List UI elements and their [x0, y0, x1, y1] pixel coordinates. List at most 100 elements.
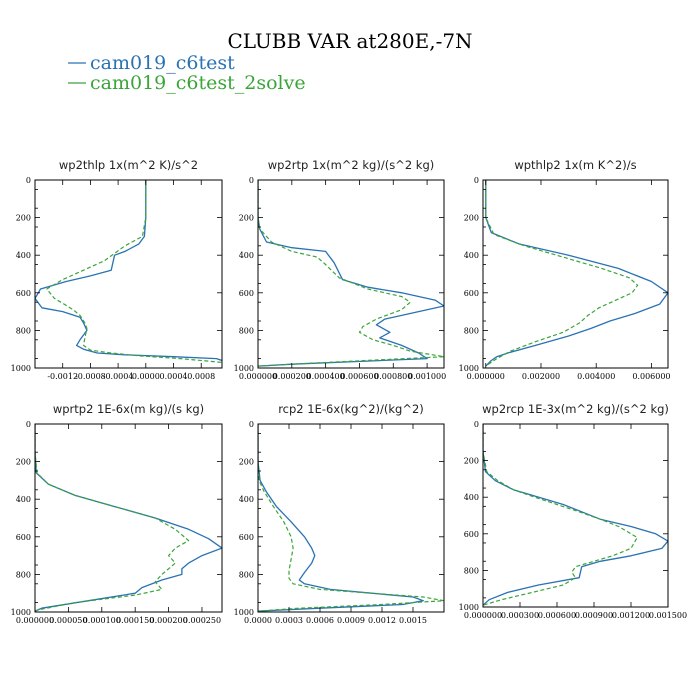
x-tick-label: -0.0004 [103, 372, 134, 381]
x-tick-label: 0.001200 [612, 611, 650, 620]
x-tick-label: 0.000600 [538, 611, 576, 620]
y-tick-label: 200 [16, 458, 31, 467]
series-group [35, 424, 222, 612]
y-tick-label: 200 [464, 214, 479, 223]
x-tick-label: 0.0012 [368, 616, 396, 625]
y-tick-label: 0 [26, 420, 31, 429]
x-tick-label: 0.0004 [160, 372, 188, 381]
series-line-cam019-c6test-2solve [258, 424, 444, 612]
x-tick-label: 0.004000 [577, 372, 615, 381]
series-line-cam019-c6test-2solve [485, 180, 639, 367]
series-line-cam019-c6test-2solve [258, 180, 444, 367]
chart-panel-5: rcp2 1E-6x(kg^2)/(kg^2) 0 200 400 600 800 1000… [234, 402, 445, 625]
x-tick-label: 0.000400 [307, 372, 345, 381]
figure-title: CLUBB VAR at280E,-7N [227, 29, 472, 53]
y-tick-label: 800 [464, 566, 479, 575]
x-tick-label: 0.006000 [632, 372, 670, 381]
y-tick-label: 800 [239, 570, 254, 579]
x-tick-label: 0.000200 [149, 616, 187, 625]
x-tick-label: 0.000300 [501, 611, 539, 620]
plot-frame [34, 179, 223, 369]
panel-title: wpthlp2 1x(m K^2)/s [514, 158, 636, 172]
panel-title: wp2rcp 1E-3x(m^2 kg)/(s^2 kg) [482, 402, 669, 416]
chart-panel-2: wp2rtp 1x(m^2 kg)/(s^2 kg) 0 200 400 600 800 1… [234, 158, 447, 381]
panel-title: wp2thlp 1x(m^2 K)/s^2 [59, 158, 198, 172]
y-tick-label: 400 [239, 251, 254, 260]
y-tick-label: 800 [16, 326, 31, 335]
x-tick-label: 0.0000 [132, 372, 160, 381]
x-tick-label: 0.001000 [408, 372, 446, 381]
x-tick-label: 0.0009 [337, 616, 365, 625]
panel-title: wp2rtp 1x(m^2 kg)/(s^2 kg) [268, 158, 435, 172]
y-tick-label: 400 [464, 493, 479, 502]
series-line-cam019-c6test [485, 180, 668, 367]
chart-panel-3: wpthlp2 1x(m K^2)/s020040060080010000.00… [459, 158, 671, 381]
y-tick-label: 400 [239, 495, 254, 504]
y-tick-label: 800 [464, 326, 479, 335]
series-line-cam019-c6test-2solve [483, 424, 638, 606]
x-tick-label: 0.0000 [244, 616, 272, 625]
chart-panel-6: wp2rcp 1E-3x(m^2 kg)/(s^2 kg)0 200 400 600 8… [459, 402, 687, 620]
series-group [483, 424, 668, 606]
x-tick-label: 0.0003 [275, 616, 303, 625]
y-tick-label: 200 [464, 457, 479, 466]
y-tick-label: 200 [239, 458, 254, 467]
y-tick-label: 400 [464, 251, 479, 260]
y-tick-label: 600 [16, 533, 31, 542]
x-tick-label: 0.000000 [239, 372, 277, 381]
series-group [258, 424, 444, 612]
y-tick-label: 600 [464, 289, 479, 298]
x-tick-label: 0.000800 [374, 372, 412, 381]
y-tick-label: 0 [474, 420, 479, 429]
series-line-cam019-c6test-2solve [46, 180, 222, 363]
y-tick-label: 400 [16, 495, 31, 504]
x-tick-label: 0.000000 [467, 372, 505, 381]
x-tick-label: 0.0008 [187, 372, 215, 381]
y-tick-label: 1000 [11, 608, 31, 617]
y-tick-label: 1000 [459, 364, 479, 373]
y-tick-label: 600 [239, 289, 254, 298]
y-tick-label: 0 [249, 420, 254, 429]
series-group [35, 180, 222, 363]
y-tick-label: 600 [16, 289, 31, 298]
plot-frame [482, 423, 669, 608]
x-tick-label: 0.0015 [399, 616, 427, 625]
x-tick-label: -0.0008 [75, 372, 106, 381]
x-tick-label: 0.000000 [464, 611, 502, 620]
y-tick-label: 200 [16, 214, 31, 223]
plot-frame [482, 179, 669, 369]
x-tick-label: 0.000200 [273, 372, 311, 381]
series-line-cam019-c6test [35, 424, 222, 612]
y-tick-label: 0 [26, 176, 31, 185]
series-group [258, 180, 444, 367]
panel-grid: wp2thlp 1x(m^2 K)/s^2 0 200 400 600 800 1000 -0… [11, 158, 687, 625]
plot-frame [34, 423, 223, 613]
y-tick-label: 0 [249, 176, 254, 185]
x-tick-label: 0.000600 [340, 372, 378, 381]
x-tick-label: 0.000150 [116, 616, 154, 625]
series-line-cam019-c6test [483, 424, 668, 606]
series-line-cam019-c6test [258, 180, 444, 367]
series-group [485, 180, 668, 367]
y-tick-label: 800 [239, 326, 254, 335]
series-line-cam019-c6test [35, 180, 222, 362]
y-tick-label: 800 [16, 570, 31, 579]
x-tick-label: 0.000250 [183, 616, 221, 625]
plot-frame [257, 423, 445, 613]
panel-title: rcp2 1E-6x(kg^2)/(kg^2) [278, 402, 424, 416]
panel-title: wprtp2 1E-6x(m kg)/(s kg) [53, 402, 204, 416]
y-tick-label: 200 [239, 214, 254, 223]
y-tick-label: 1000 [459, 603, 479, 612]
x-tick-label: 0.000000 [16, 616, 54, 625]
y-tick-label: 600 [464, 530, 479, 539]
legend-label-2: cam019_c6test_2solve [90, 72, 306, 94]
x-tick-label: 0.0006 [306, 616, 334, 625]
x-tick-label: -0.0012 [47, 372, 78, 381]
chart-panel-1: wp2thlp 1x(m^2 K)/s^2 0 200 400 600 800 1000 -0… [11, 158, 223, 381]
x-tick-label: 0.000900 [575, 611, 613, 620]
series-line-cam019-c6test [258, 424, 424, 612]
chart-panel-4: wprtp2 1E-6x(m kg)/(s kg) 0 200 400 600 800 10… [11, 402, 223, 625]
y-tick-label: 1000 [11, 364, 31, 373]
x-tick-label: 0.000050 [49, 616, 87, 625]
